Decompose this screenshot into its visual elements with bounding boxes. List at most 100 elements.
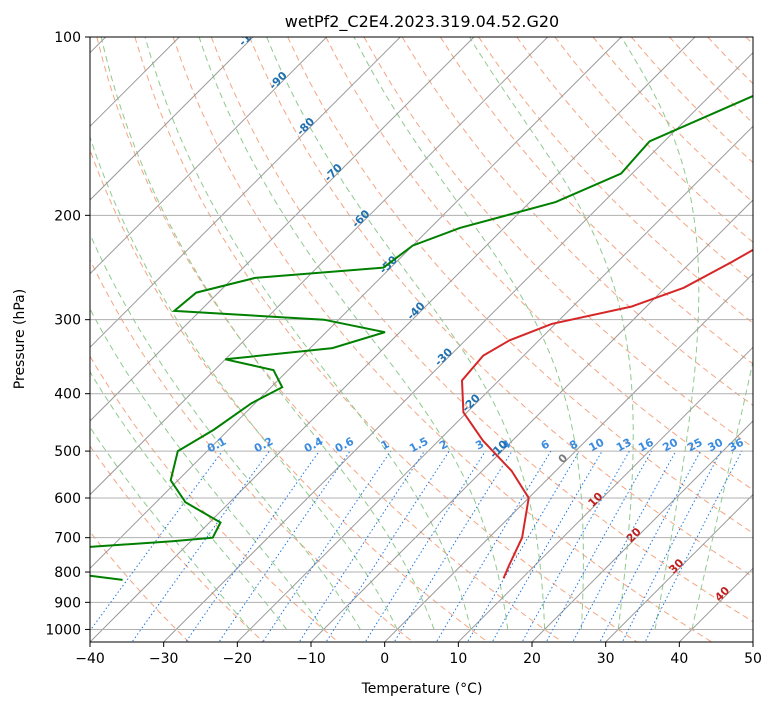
dry-adiabat xyxy=(90,531,190,642)
dry-adiabat xyxy=(745,37,753,45)
mixing-ratio-label: 3 xyxy=(473,437,486,452)
isotherm-line xyxy=(531,420,753,642)
mixing-ratio-line xyxy=(572,450,677,642)
dry-adiabat xyxy=(287,37,753,534)
dry-adiabat xyxy=(90,258,414,642)
y-tick-label: 400 xyxy=(54,387,81,403)
x-tick-label: 50 xyxy=(744,651,762,667)
x-tick-label: −30 xyxy=(149,651,179,667)
dry-adiabat xyxy=(325,37,753,491)
moist-adiabat xyxy=(90,308,324,630)
mixing-ratio-line xyxy=(325,450,450,642)
y-tick-label: 300 xyxy=(54,313,81,329)
plot-background: 0.1 0.2 0.4 0.6 1 1.5 2 3 4 6 8 10 13 16 20 25 30 36-100-… xyxy=(90,20,753,642)
dry-adiabat xyxy=(516,37,753,284)
isotherm-line xyxy=(678,567,753,642)
moist-adiabat xyxy=(266,37,546,630)
moist-adiabat xyxy=(90,232,361,630)
y-tick-label: 800 xyxy=(54,565,81,581)
x-tick-label: −20 xyxy=(223,651,253,667)
mixing-ratio-line xyxy=(131,450,270,642)
isotherm-label: 10 xyxy=(586,490,606,510)
x-tick-label: −40 xyxy=(75,651,105,667)
mixing-ratio-line xyxy=(621,450,722,642)
mixing-ratio-label: 8 xyxy=(567,437,580,452)
y-tick-label: 100 xyxy=(54,30,81,46)
isotherm-line xyxy=(90,37,622,570)
mixing-ratio-line xyxy=(185,450,320,642)
isotherm-label: 20 xyxy=(624,525,644,545)
mixing-ratio-line xyxy=(218,450,351,642)
isotherm-label: 40 xyxy=(712,584,732,604)
series-layer xyxy=(90,94,753,581)
mixing-ratio-label: 36 xyxy=(726,436,746,455)
isotherm-line xyxy=(90,37,696,642)
dry-adiabat xyxy=(707,37,753,85)
isotherm-label: -90 xyxy=(266,69,289,92)
dry-adiabat xyxy=(249,37,753,578)
isotherm-line xyxy=(90,37,328,275)
x-tick-label: 20 xyxy=(523,651,541,667)
ticks-layer: −40 −30 −20 −10 0 10 20 30 40 5010020030040050060… xyxy=(45,30,762,667)
dry-adiabat xyxy=(401,37,753,406)
mixing-ratio-label: 20 xyxy=(660,436,680,455)
isotherm-line xyxy=(90,37,254,201)
dry-adiabat xyxy=(172,37,713,642)
moist-adiabat xyxy=(100,37,435,630)
moist-adiabat xyxy=(144,37,472,630)
mixing-ratio-label: 2 xyxy=(437,437,450,452)
isotherm-line xyxy=(457,346,753,642)
mixing-ratio-line xyxy=(466,450,580,642)
mixing-ratio-label: 10 xyxy=(587,436,607,455)
y-tick-label: 500 xyxy=(54,444,81,460)
isotherm-label: -30 xyxy=(432,345,455,368)
mixing-ratio-line xyxy=(599,450,701,642)
isotherm-label: 30 xyxy=(666,556,686,576)
x-tick-label: 30 xyxy=(597,651,615,667)
isotherm-label: -80 xyxy=(294,115,317,138)
x-axis-label: Temperature (°C) xyxy=(361,681,483,697)
isotherm-line xyxy=(383,272,753,642)
isotherm-line xyxy=(236,125,753,642)
isotherm-line xyxy=(90,37,401,349)
x-tick-label: 0 xyxy=(380,651,389,667)
x-tick-label: 40 xyxy=(670,651,688,667)
y-tick-label: 200 xyxy=(54,208,81,224)
mixing-ratio-line xyxy=(644,450,743,642)
mixing-ratio-line xyxy=(364,450,486,642)
mixing-ratio-label: 16 xyxy=(636,436,656,455)
isotherm-line xyxy=(752,641,753,642)
dry-adiabat xyxy=(90,148,489,642)
mixing-ratio-label: 13 xyxy=(614,436,634,455)
moist-adiabat xyxy=(90,426,251,630)
profile-line xyxy=(90,94,753,581)
dry-adiabat xyxy=(363,37,753,448)
isotherm-label: -100 xyxy=(236,20,265,49)
isotherm-label: -40 xyxy=(404,299,427,322)
moist-adiabat xyxy=(353,37,584,630)
isotherm-line xyxy=(90,37,549,496)
profile-line xyxy=(460,248,753,579)
dry-adiabat xyxy=(478,37,753,324)
mixing-ratio-line xyxy=(298,450,425,642)
y-tick-label: 600 xyxy=(54,491,81,507)
isotherm-line xyxy=(604,493,753,642)
mixing-ratio-line xyxy=(393,450,513,642)
isotherm-label: -60 xyxy=(349,207,372,230)
moist-adiabat xyxy=(90,135,398,630)
mixing-ratio-line xyxy=(262,450,392,642)
mixing-ratio-label: 0.2 xyxy=(252,435,275,456)
mixing-ratio-label: 6 xyxy=(539,437,552,452)
moist-adiabat xyxy=(198,37,509,630)
dry-adiabat xyxy=(439,37,753,365)
mixing-ratio-line xyxy=(90,450,223,632)
moist-adiabat xyxy=(620,37,700,630)
dry-adiabat xyxy=(90,355,339,642)
mixing-ratio-label: 25 xyxy=(685,436,705,455)
isotherm-line xyxy=(310,199,753,642)
plot-frame xyxy=(89,36,754,643)
mixing-ratio-label: 1 xyxy=(379,437,392,452)
mixing-ratio-label: 0.1 xyxy=(205,435,228,456)
dry-adiabat xyxy=(134,37,638,642)
